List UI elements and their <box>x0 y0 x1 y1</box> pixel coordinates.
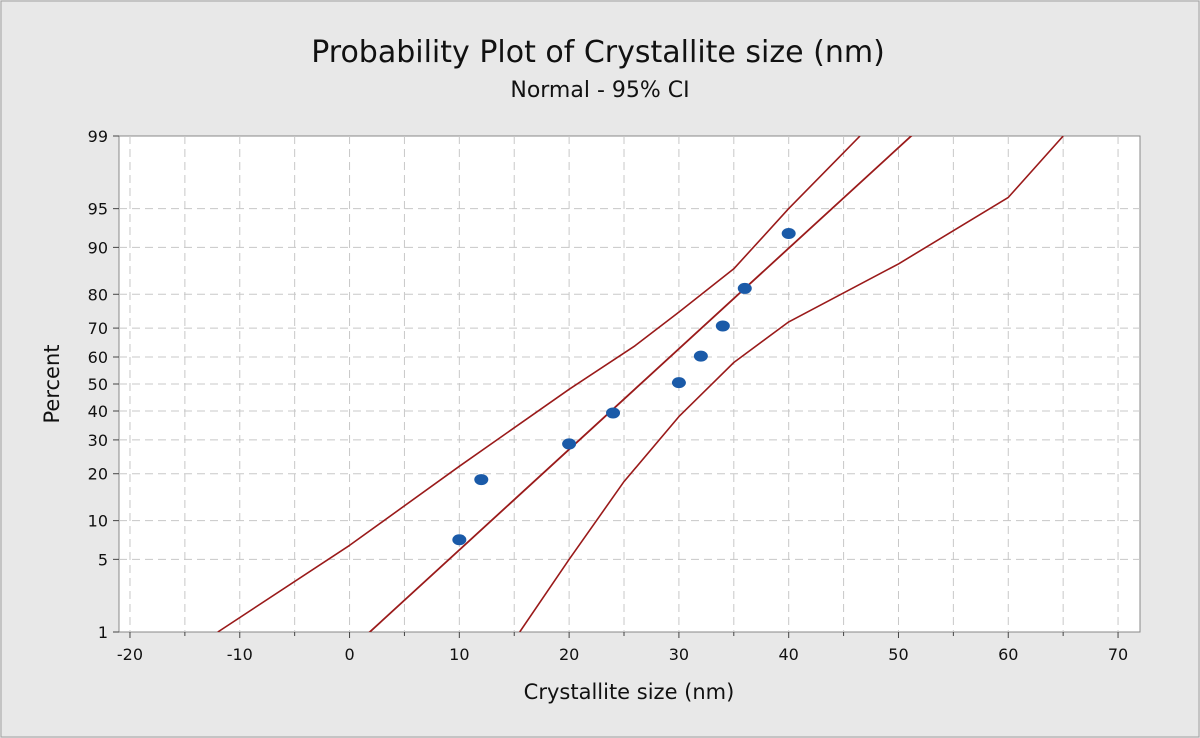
x-tick-label: -20 <box>117 645 143 664</box>
confidence-interval-lines <box>217 136 1064 632</box>
data-point <box>693 350 708 362</box>
ci-upper-curve <box>519 136 1064 632</box>
y-tick-label: 95 <box>88 200 108 219</box>
chart-subtitle: Normal - 95% CI <box>510 78 689 103</box>
y-tick-label: 70 <box>88 319 108 338</box>
ci-lower-curve <box>217 136 861 632</box>
y-tick-label: 60 <box>88 348 108 367</box>
data-point <box>606 407 621 419</box>
data-point <box>474 474 489 486</box>
y-tick-label: 90 <box>88 238 108 257</box>
x-tick-label: 50 <box>888 645 908 664</box>
y-tick-label: 20 <box>88 465 108 484</box>
fit-line-group <box>368 136 913 632</box>
y-axis-title: Percent <box>40 344 64 423</box>
data-point <box>737 282 752 294</box>
data-point <box>562 438 577 450</box>
data-point <box>452 534 467 546</box>
x-tick-label: 60 <box>998 645 1018 664</box>
x-tick-label: 0 <box>344 645 354 664</box>
y-tick-label: 30 <box>88 431 108 450</box>
x-tick-label: 30 <box>669 645 689 664</box>
x-tick-label: 40 <box>779 645 799 664</box>
chart-title: Probability Plot of Crystallite size (nm… <box>311 35 885 70</box>
x-tick-label: -10 <box>227 645 253 664</box>
y-tick-label: 5 <box>98 550 108 569</box>
data-point <box>715 320 730 332</box>
x-tick-label: 10 <box>449 645 469 664</box>
x-axis-title: Crystallite size (nm) <box>524 680 735 704</box>
x-tick-label: 20 <box>559 645 579 664</box>
data-points <box>452 227 796 546</box>
axes: -20 -10 0 10 20 30 40 50 60 70 1 5 10 20 30 40 50 60 70 80 9… <box>88 127 1129 664</box>
y-tick-label: 40 <box>88 402 108 421</box>
x-tick-label: 70 <box>1108 645 1128 664</box>
data-point <box>671 377 686 389</box>
y-tick-label: 50 <box>88 375 108 394</box>
y-tick-label: 80 <box>88 285 108 304</box>
data-point <box>781 227 796 239</box>
fit-line <box>368 136 913 632</box>
y-tick-label: 1 <box>98 623 108 642</box>
y-tick-label: 10 <box>88 512 108 531</box>
y-tick-label: 99 <box>88 127 108 146</box>
